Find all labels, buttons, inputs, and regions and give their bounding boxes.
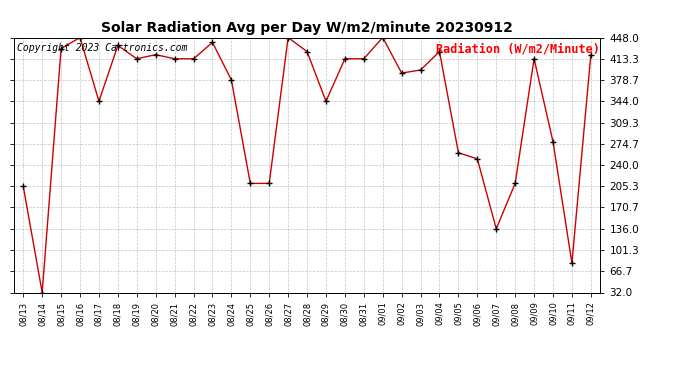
Text: Radiation (W/m2/Minute): Radiation (W/m2/Minute) — [436, 43, 600, 56]
Title: Solar Radiation Avg per Day W/m2/minute 20230912: Solar Radiation Avg per Day W/m2/minute … — [101, 21, 513, 35]
Text: Copyright 2023 Cartronics.com: Copyright 2023 Cartronics.com — [17, 43, 187, 52]
